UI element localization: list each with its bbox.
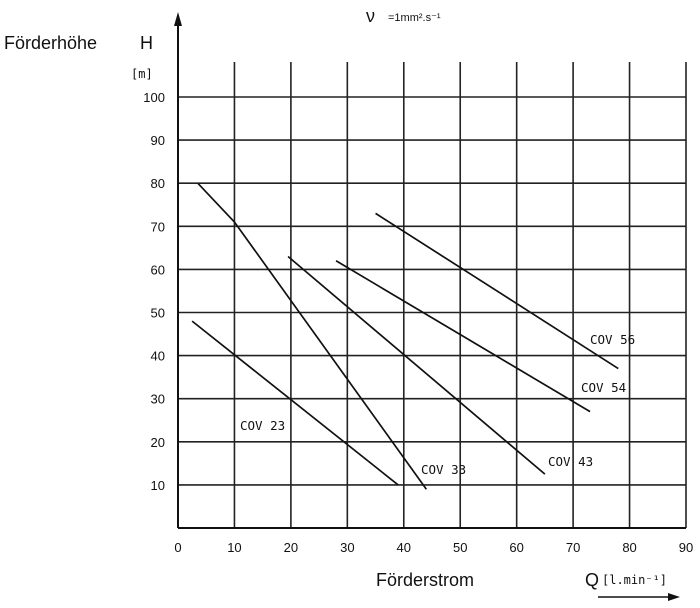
series-label-cov-43: COV 43 (548, 454, 593, 469)
series-line-cov-54 (335, 260, 591, 413)
series-label-cov-56: COV 56 (590, 332, 635, 347)
x-axis-title: Förderstrom (376, 570, 474, 590)
x-tick-label: 20 (284, 540, 298, 555)
x-axis-symbol: Q (585, 570, 599, 590)
y-tick-label: 70 (151, 219, 165, 234)
series-label-cov-23: COV 23 (240, 418, 285, 433)
viscosity-annotation: =1mm².s⁻¹ (388, 12, 441, 24)
x-tick-label: 40 (397, 540, 411, 555)
grid (178, 62, 687, 528)
y-tick-label: 20 (151, 435, 165, 450)
tick-labels: 0 10 20 30 40 50 60 70 80 90 10 20 30 40 50 60 70 80 90 100 (143, 90, 693, 555)
series-line-cov-33 (197, 182, 428, 490)
x-tick-label: 50 (453, 540, 467, 555)
series-line-cov-43 (287, 255, 546, 475)
y-tick-label: 30 (151, 392, 165, 407)
series-labels: COV 23 COV 33 COV 43 COV 54 COV 56 (240, 332, 635, 477)
viscosity-symbol: ν (366, 6, 375, 26)
y-tick-label: 60 (151, 262, 165, 277)
y-tick-label: 90 (151, 133, 165, 148)
y-tick-label: 80 (151, 176, 165, 191)
y-tick-label: 100 (143, 90, 165, 105)
series-label-cov-33: COV 33 (421, 462, 466, 477)
x-axis-arrow-icon (668, 593, 680, 601)
y-axis-unit: [m] (131, 67, 153, 81)
y-axis-symbol: H (140, 33, 153, 53)
x-tick-label: 30 (340, 540, 354, 555)
y-axis-arrow-icon (174, 12, 182, 26)
y-tick-label: 10 (151, 478, 165, 493)
x-tick-label: 90 (679, 540, 693, 555)
series-lines (191, 182, 619, 490)
series-line-cov-56 (375, 212, 619, 370)
x-tick-label: 0 (174, 540, 181, 555)
series-line-cov-23 (191, 320, 399, 486)
y-axis-title: Förderhöhe (4, 33, 97, 53)
x-tick-label: 70 (566, 540, 580, 555)
y-tick-label: 50 (151, 306, 165, 321)
series-label-cov-54: COV 54 (581, 380, 626, 395)
x-tick-label: 80 (622, 540, 636, 555)
x-tick-label: 10 (227, 540, 241, 555)
x-axis-unit: [l.min⁻¹] (602, 573, 667, 587)
axes (174, 12, 686, 529)
y-tick-label: 40 (151, 349, 165, 364)
x-tick-label: 60 (509, 540, 523, 555)
